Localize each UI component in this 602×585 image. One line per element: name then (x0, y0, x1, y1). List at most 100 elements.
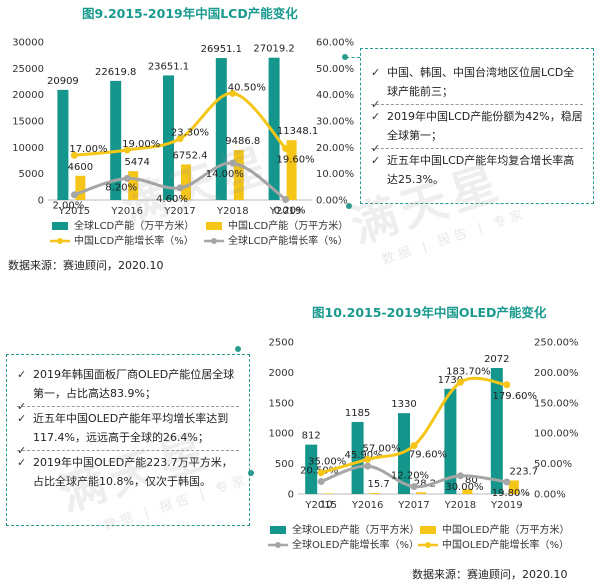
bar-global (444, 388, 457, 494)
line-data-label: 14.00% (206, 169, 244, 180)
y-left-tick-label: 25000 (12, 64, 44, 75)
bar-data-label: 15.7 (367, 479, 389, 490)
note1-connector-dot (342, 54, 348, 60)
y-left-tick-label: 5000 (19, 169, 44, 180)
legend-swatch (270, 526, 286, 534)
x-tick-label: Y2015 (58, 206, 91, 217)
line-point (282, 195, 290, 203)
line-point (317, 478, 325, 486)
chart1-source: 数据来源：赛迪顾问，2020.10 (8, 259, 164, 272)
bar-global (305, 444, 318, 494)
line-point (410, 442, 418, 450)
line-data-label: 23.30% (171, 128, 209, 139)
line-point (456, 472, 464, 480)
bar-global (110, 80, 122, 200)
line-point (503, 478, 511, 486)
line-data-label: 17.00% (69, 144, 107, 155)
bar-china (416, 492, 426, 494)
bar-global (57, 89, 69, 200)
legend-swatch (57, 238, 63, 244)
y-right-tick-label: 60.00% (316, 38, 354, 49)
y-right-tick-label: 10.00% (316, 169, 354, 180)
chart2-source: 数据来源：赛迪顾问，2020.10 (412, 568, 568, 581)
bar-data-label: 11348.1 (277, 126, 318, 137)
line-data-label: 19.00% (122, 139, 160, 150)
legend-label: 全球OLED产能（万平方米） (292, 523, 419, 536)
bar-data-label: 5474 (124, 157, 149, 168)
line-point (317, 469, 325, 477)
bar-data-label: 10 (320, 499, 333, 510)
y-right-tick-label: 0.00% (316, 196, 348, 207)
bar-data-label: 28.2 (414, 478, 436, 489)
chart1-title: 图9.2015-2019年中国LCD产能变化 (82, 6, 298, 21)
bar-data-label: 4600 (68, 162, 93, 173)
bar-data-label: 812 (302, 431, 321, 442)
line-data-label: 4.60% (156, 194, 188, 205)
legend-swatch (425, 542, 431, 548)
bar-global (351, 421, 364, 494)
line-point (70, 191, 78, 199)
bar-china (462, 489, 473, 494)
bar-china (508, 480, 519, 494)
line-data-label: 57.00% (363, 443, 401, 454)
y-left-tick-label: 30000 (12, 38, 44, 49)
note2-connector-dot (248, 470, 254, 476)
y-right-tick-label: 100.00% (534, 429, 579, 440)
chart2-title: 图10.2015-2019年中国OLED产能变化 (312, 305, 547, 320)
note2-item-2: 近五年中国OLED产能年平均增长率达到117.4%，远远高于全球的26.4%； (17, 409, 239, 447)
chart2-oled-capacity: 0 500 1000 1500 2000 2500 0.00% 50.00% 100.00% 15… (268, 338, 579, 551)
bar-data-label: 26951.1 (201, 44, 242, 55)
note2-item-1: 2019年韩国面板厂商OLED产能位居全球第一，占比高达83.9%； (17, 365, 239, 403)
line-point (176, 135, 184, 143)
line-data-label: 183.70% (446, 366, 491, 377)
x-tick-label: Y2019 (269, 206, 302, 217)
bar-data-label: 9486.8 (225, 136, 260, 147)
line-point (176, 184, 184, 192)
line-data-label: 40.50% (228, 82, 266, 93)
bar-data-label: 1185 (345, 408, 370, 419)
line-point (282, 144, 290, 152)
x-tick-label: Y2015 (304, 500, 337, 511)
legend-swatch (206, 222, 222, 230)
x-tick-label: Y2018 (444, 500, 477, 511)
bar-global (490, 368, 503, 494)
y-left-tick-label: 0 (38, 196, 44, 207)
note2-item-3: 2019年中国OLED产能223.7万平方米，占比全球产能10.8%，仅次于韩国… (17, 453, 239, 491)
line-point (229, 89, 237, 97)
legend-label: 中国OLED产能增长率（%） (442, 538, 569, 551)
line-data-label: 12.20% (391, 471, 429, 482)
legend-label: 中国OLED产能（万平方米） (442, 523, 569, 536)
line-point (70, 151, 78, 159)
series-line (74, 91, 287, 157)
line-data-label: 30.00% (445, 482, 483, 493)
legend-swatch (420, 526, 436, 534)
y-right-tick-label: 50.00% (316, 64, 354, 75)
bar-global (398, 413, 410, 494)
bar-data-label: 27019.2 (253, 44, 294, 55)
y-left-tick-label: 10000 (12, 143, 44, 154)
line-data-label: 8.20% (105, 182, 137, 193)
note2-divider (17, 450, 239, 451)
bar-data-label: 1330 (391, 399, 416, 410)
line-data-label: 79.60% (409, 450, 447, 461)
y-left-tick-label: 15000 (12, 117, 44, 128)
line-data-label: 19.80% (492, 488, 530, 499)
bar-china (286, 140, 297, 200)
y-right-tick-label: 250.00% (534, 338, 579, 349)
bar-global (215, 58, 227, 200)
y-right-tick-label: 0.00% (534, 490, 566, 501)
line-data-label: 179.60% (493, 391, 538, 402)
legend-label: 中国LCD产能增长率（%） (74, 234, 194, 247)
bar-data-label: 23651.1 (148, 61, 189, 72)
bar-data-label: 1730 (438, 375, 463, 386)
legend-swatch (275, 542, 281, 548)
y-left-tick-label: 2000 (269, 368, 294, 379)
bar-global (268, 57, 280, 200)
note1-item-2: 2019年中国LCD产能份额为42%，稳居全球第一； (371, 107, 583, 145)
y-right-tick-label: 200.00% (534, 368, 579, 379)
chart1-lcd-capacity: 0 5000 10000 15000 20000 25000 30000 0.00% 10.00… (12, 38, 354, 248)
bar-data-label: 223.7 (509, 466, 538, 477)
bar-data-label: 2072 (484, 354, 509, 365)
line-point (229, 159, 237, 167)
x-tick-label: Y2018 (216, 206, 249, 217)
